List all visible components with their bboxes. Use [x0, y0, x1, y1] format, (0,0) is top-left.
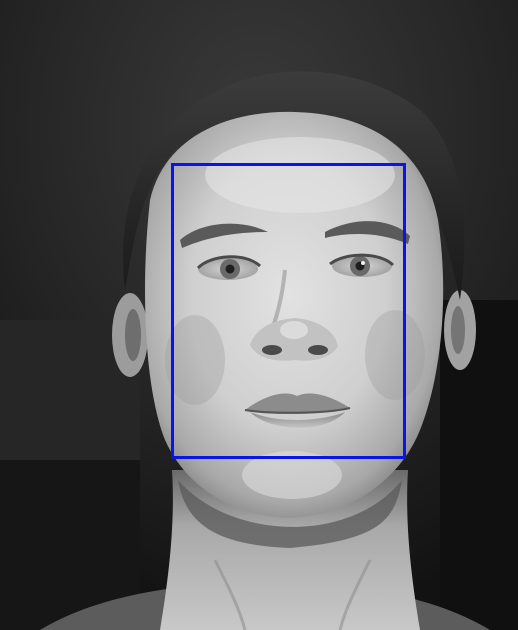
left-nostril — [262, 345, 282, 355]
nose-tip-highlight — [280, 321, 308, 339]
face — [145, 111, 444, 519]
chin-shadow — [178, 480, 402, 548]
left-eyelid — [196, 255, 262, 270]
right-eye-glint — [361, 261, 365, 265]
left-pupil — [225, 264, 235, 274]
upper-lip — [245, 393, 350, 414]
neck-line-right — [338, 559, 372, 630]
right-nostril — [308, 345, 328, 355]
forehead-highlight — [205, 137, 395, 213]
chin-highlight — [242, 451, 342, 499]
left-eyebrow — [180, 223, 268, 248]
mouth-line — [244, 407, 351, 414]
lower-lip — [250, 412, 345, 428]
neck-line-left — [213, 559, 247, 630]
right-eyelid — [329, 253, 395, 267]
right-eyebrow — [325, 221, 410, 244]
right-ear-inner — [451, 306, 465, 354]
left-ear-inner — [125, 309, 141, 361]
left-cheek-shadow — [165, 315, 225, 405]
right-cheek-shadow — [365, 310, 425, 400]
